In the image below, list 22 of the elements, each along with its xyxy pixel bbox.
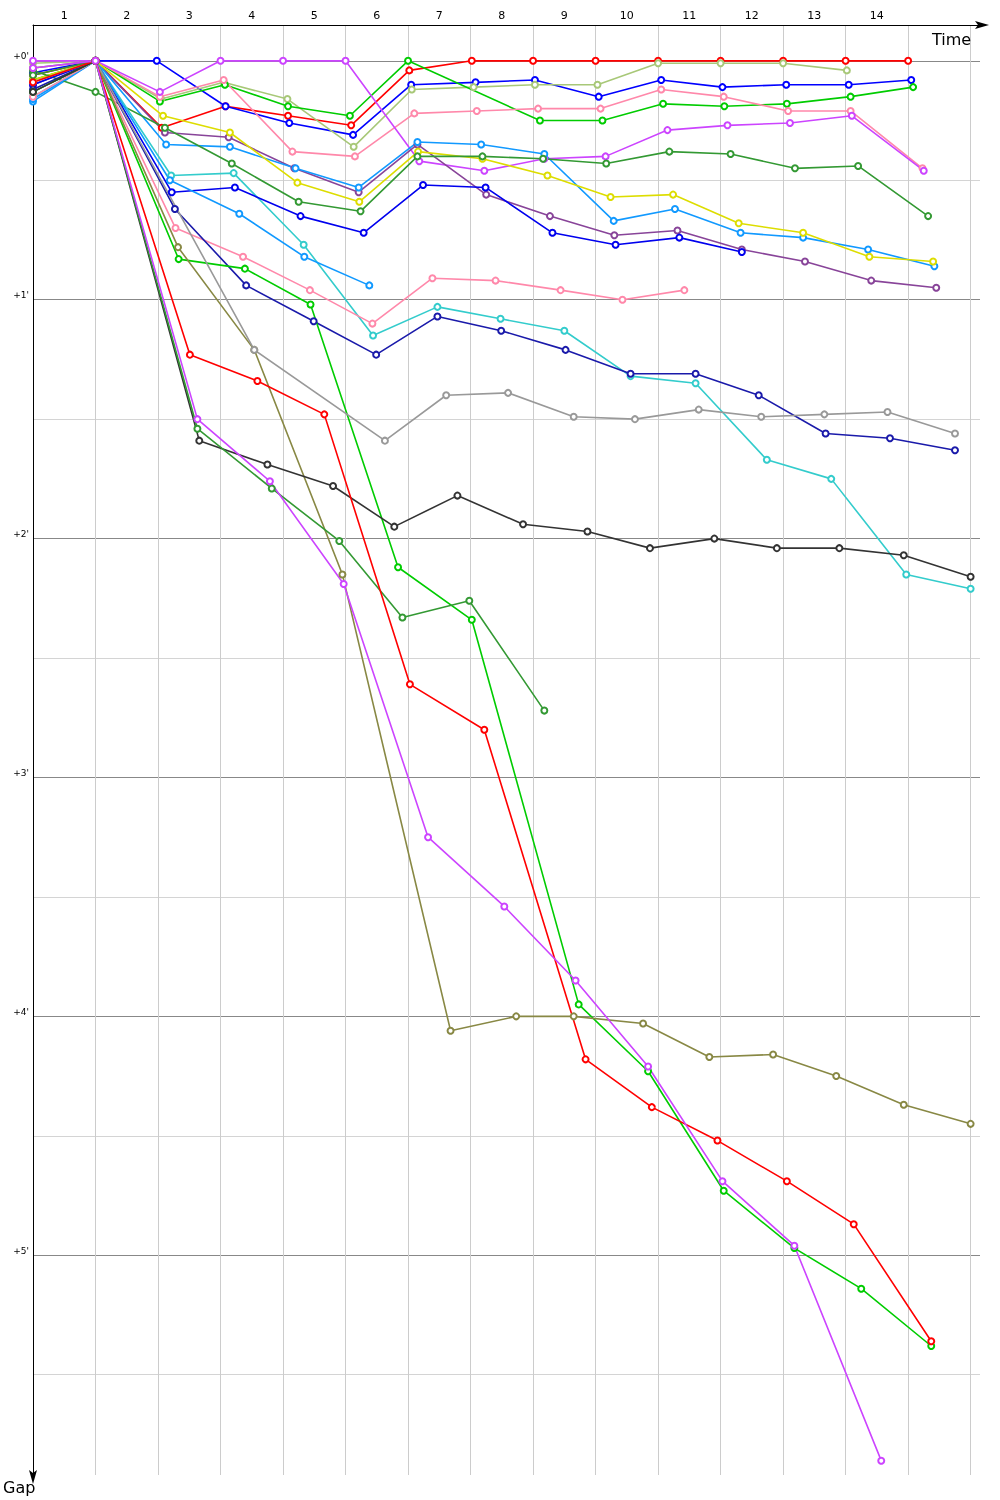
- x-tick-label: 11: [682, 9, 697, 22]
- x-tick-label: 13: [807, 9, 822, 22]
- y-tick-label: +5': [13, 1245, 29, 1256]
- x-tick-label: 5: [310, 9, 318, 22]
- x-tick-label: 8: [498, 9, 506, 22]
- y-tick-label: +4': [13, 1006, 29, 1017]
- x-tick-label: 14: [869, 9, 884, 22]
- x-tick-label: 7: [435, 9, 443, 22]
- y-tick-label: +0': [13, 51, 29, 62]
- x-axis-title: Time: [931, 29, 972, 49]
- x-tick-label: 9: [560, 9, 568, 22]
- y-tick-label: +2': [13, 529, 29, 540]
- y-axis-title: Gap: [3, 1477, 36, 1497]
- y-tick-label: +3': [13, 767, 29, 778]
- y-tick-label: +1': [13, 290, 29, 301]
- x-tick-label: 6: [373, 9, 381, 22]
- x-tick-label: 4: [248, 9, 256, 22]
- x-tick-label: 10: [619, 9, 634, 22]
- x-tick-label: 1: [60, 9, 68, 22]
- x-tick-label: 2: [123, 9, 131, 22]
- x-tick-label: 3: [185, 9, 193, 22]
- x-tick-label: 12: [744, 9, 759, 22]
